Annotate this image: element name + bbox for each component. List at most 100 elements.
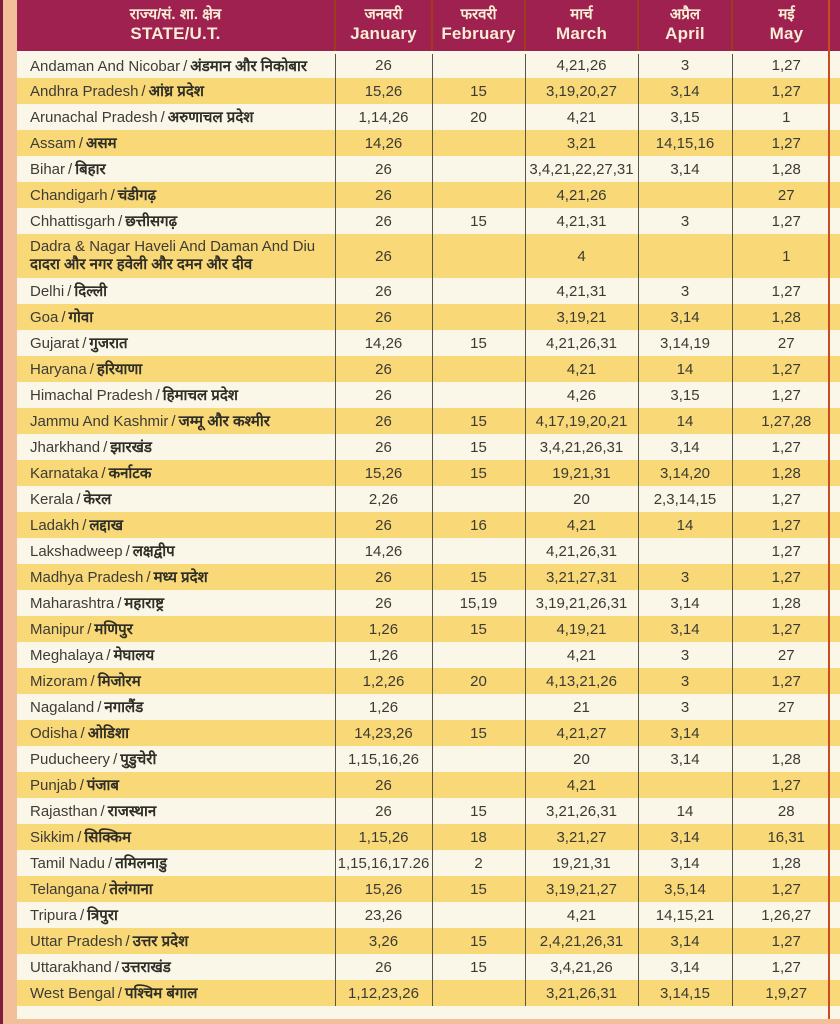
march-cell: 4,21 — [524, 642, 638, 668]
march-cell: 3,19,21,26,31 — [524, 590, 638, 616]
table-row: Jammu And Kashmir / जम्मू और कश्मीर 26 15 … — [17, 408, 840, 434]
state-name-english: Meghalaya — [30, 647, 104, 664]
state-name-hindi: हिमाचल प्रदेश — [162, 387, 239, 404]
state-name-separator: / — [101, 465, 106, 482]
state-name-english: Tamil Nadu — [30, 855, 106, 872]
table-row: Chandigarh / चंडीगढ़ 26 4,21,26 27 — [17, 182, 840, 208]
state-name-english: Madhya Pradesh — [30, 569, 144, 586]
state-cell: Arunachal Pradesh / अरुणाचल प्रदेश — [17, 104, 335, 130]
state-cell: Ladakh / लद्दाख — [17, 512, 335, 538]
state-name-hindi: उत्तराखंड — [121, 959, 171, 976]
state-name-separator: / — [79, 777, 84, 794]
state-name-hindi: मध्य प्रदेश — [153, 569, 208, 586]
january-cell: 14,26 — [334, 538, 432, 564]
january-cell: 26 — [334, 304, 432, 330]
may-cell: 1,27 — [731, 356, 840, 382]
january-cell: 1,26 — [334, 616, 432, 642]
state-cell: Maharashtra / महाराष्ट्र — [17, 590, 335, 616]
january-cell: 26 — [334, 772, 432, 798]
march-cell: 3,21,27 — [524, 824, 638, 850]
state-name-english: Mizoram — [30, 673, 88, 690]
table-header-row: राज्य/सं. शा. क्षेत्र STATE/U.T. जनवरी J… — [17, 0, 840, 54]
may-cell: 1 — [731, 104, 840, 130]
state-name-separator: / — [103, 439, 108, 456]
state-cell: Uttar Pradesh / उत्तर प्रदेश — [17, 928, 335, 954]
state-name-hindi: कर्नाटक — [108, 465, 152, 482]
state-name-hindi: केरल — [83, 491, 112, 508]
may-cell: 1,27 — [731, 512, 840, 538]
april-cell: 3,14 — [637, 824, 732, 850]
february-cell: 15,19 — [431, 590, 525, 616]
state-name-separator: / — [125, 543, 130, 560]
february-cell — [431, 52, 525, 78]
february-cell: 2 — [431, 850, 525, 876]
table-row: Arunachal Pradesh / अरुणाचल प्रदेश 1,14,26… — [17, 104, 840, 130]
state-name-separator: / — [89, 361, 94, 378]
february-cell: 15 — [431, 876, 525, 902]
april-cell: 3,14 — [637, 720, 732, 746]
march-cell: 4,26 — [524, 382, 638, 408]
state-name-english: Gujarat — [30, 335, 80, 352]
january-cell: 1,15,16,26 — [334, 746, 432, 772]
april-cell: 3,5,14 — [637, 876, 732, 902]
state-name-hindi: दिल्ली — [74, 283, 108, 300]
march-cell: 4,21 — [524, 104, 638, 130]
may-cell: 1,27 — [731, 52, 840, 78]
january-cell: 26 — [334, 512, 432, 538]
march-cell: 4,21,26 — [524, 182, 638, 208]
february-cell: 15 — [431, 434, 525, 460]
column-header-january: जनवरी January — [334, 0, 432, 54]
may-cell: 1,27 — [731, 78, 840, 104]
state-name-english: Delhi — [30, 283, 65, 300]
state-name-separator: / — [97, 699, 102, 716]
march-cell: 4,21 — [524, 356, 638, 382]
state-cell: Madhya Pradesh / मध्य प्रदेश — [17, 564, 335, 590]
column-header-state-english: STATE/U.T. — [130, 24, 221, 44]
state-name-english: Arunachal Pradesh — [30, 109, 158, 126]
state-name-english: Haryana — [30, 361, 87, 378]
january-cell: 1,14,26 — [334, 104, 432, 130]
state-name-hindi: अरुणाचल प्रदेश — [167, 109, 254, 126]
february-cell — [431, 746, 525, 772]
state-name-separator: / — [61, 309, 66, 326]
table-row: Madhya Pradesh / मध्य प्रदेश 26 15 3,21,27… — [17, 564, 840, 590]
may-cell: 1,27 — [731, 434, 840, 460]
state-name-english: Tripura — [30, 907, 77, 924]
state-name-separator: / — [106, 647, 111, 664]
may-cell: 1,27 — [731, 564, 840, 590]
column-header-march: मार्च March — [524, 0, 638, 54]
state-cell: Lakshadweep / लक्षद्वीप — [17, 538, 335, 564]
state-name-hindi: बिहार — [75, 161, 106, 178]
table-row: Maharashtra / महाराष्ट्र 26 15,19 3,19,21,… — [17, 590, 840, 616]
march-cell: 20 — [524, 746, 638, 772]
state-name-hindi: उत्तर प्रदेश — [132, 933, 189, 950]
state-name-separator: / — [78, 135, 84, 152]
april-cell: 3 — [637, 208, 732, 234]
state-name-separator: / — [108, 855, 113, 872]
april-cell: 14 — [637, 356, 732, 382]
state-cell: Jammu And Kashmir / जम्मू और कश्मीर — [17, 408, 335, 434]
state-name-english: Odisha — [30, 725, 78, 742]
table-row: Telangana / तेलंगाना 15,26 15 3,19,21,27 3… — [17, 876, 840, 902]
january-cell: 26 — [334, 356, 432, 382]
march-cell: 4,13,21,26 — [524, 668, 638, 694]
state-name-english: Dadra & Nagar Haveli And Daman And Diu — [30, 238, 316, 255]
january-cell: 1,15,16,17.26 — [334, 850, 432, 876]
april-cell: 3 — [637, 694, 732, 720]
state-name-hindi: सिक्किम — [84, 829, 131, 846]
page-left-margin-rule — [0, 0, 3, 1024]
state-name-separator: / — [76, 491, 81, 508]
january-cell: 14,26 — [334, 330, 432, 356]
table-row: Odisha / ओडिशा 14,23,26 15 4,21,27 3,14 — [17, 720, 840, 746]
may-cell: 1,27 — [731, 486, 840, 512]
state-cell: Goa / गोवा — [17, 304, 335, 330]
february-cell — [431, 642, 525, 668]
state-name-english: Chandigarh — [30, 187, 108, 204]
may-cell: 27 — [731, 642, 840, 668]
january-cell: 1,26 — [334, 642, 432, 668]
may-cell: 16,31 — [731, 824, 840, 850]
state-name-english: Manipur — [30, 621, 85, 638]
table-row: Assam / असम 14,26 3,21 14,15,16 1,27 — [17, 130, 840, 156]
state-name-english: Puducheery — [30, 751, 111, 768]
state-cell: Andaman And Nicobar / अंडमान और निकोबार — [17, 52, 335, 78]
